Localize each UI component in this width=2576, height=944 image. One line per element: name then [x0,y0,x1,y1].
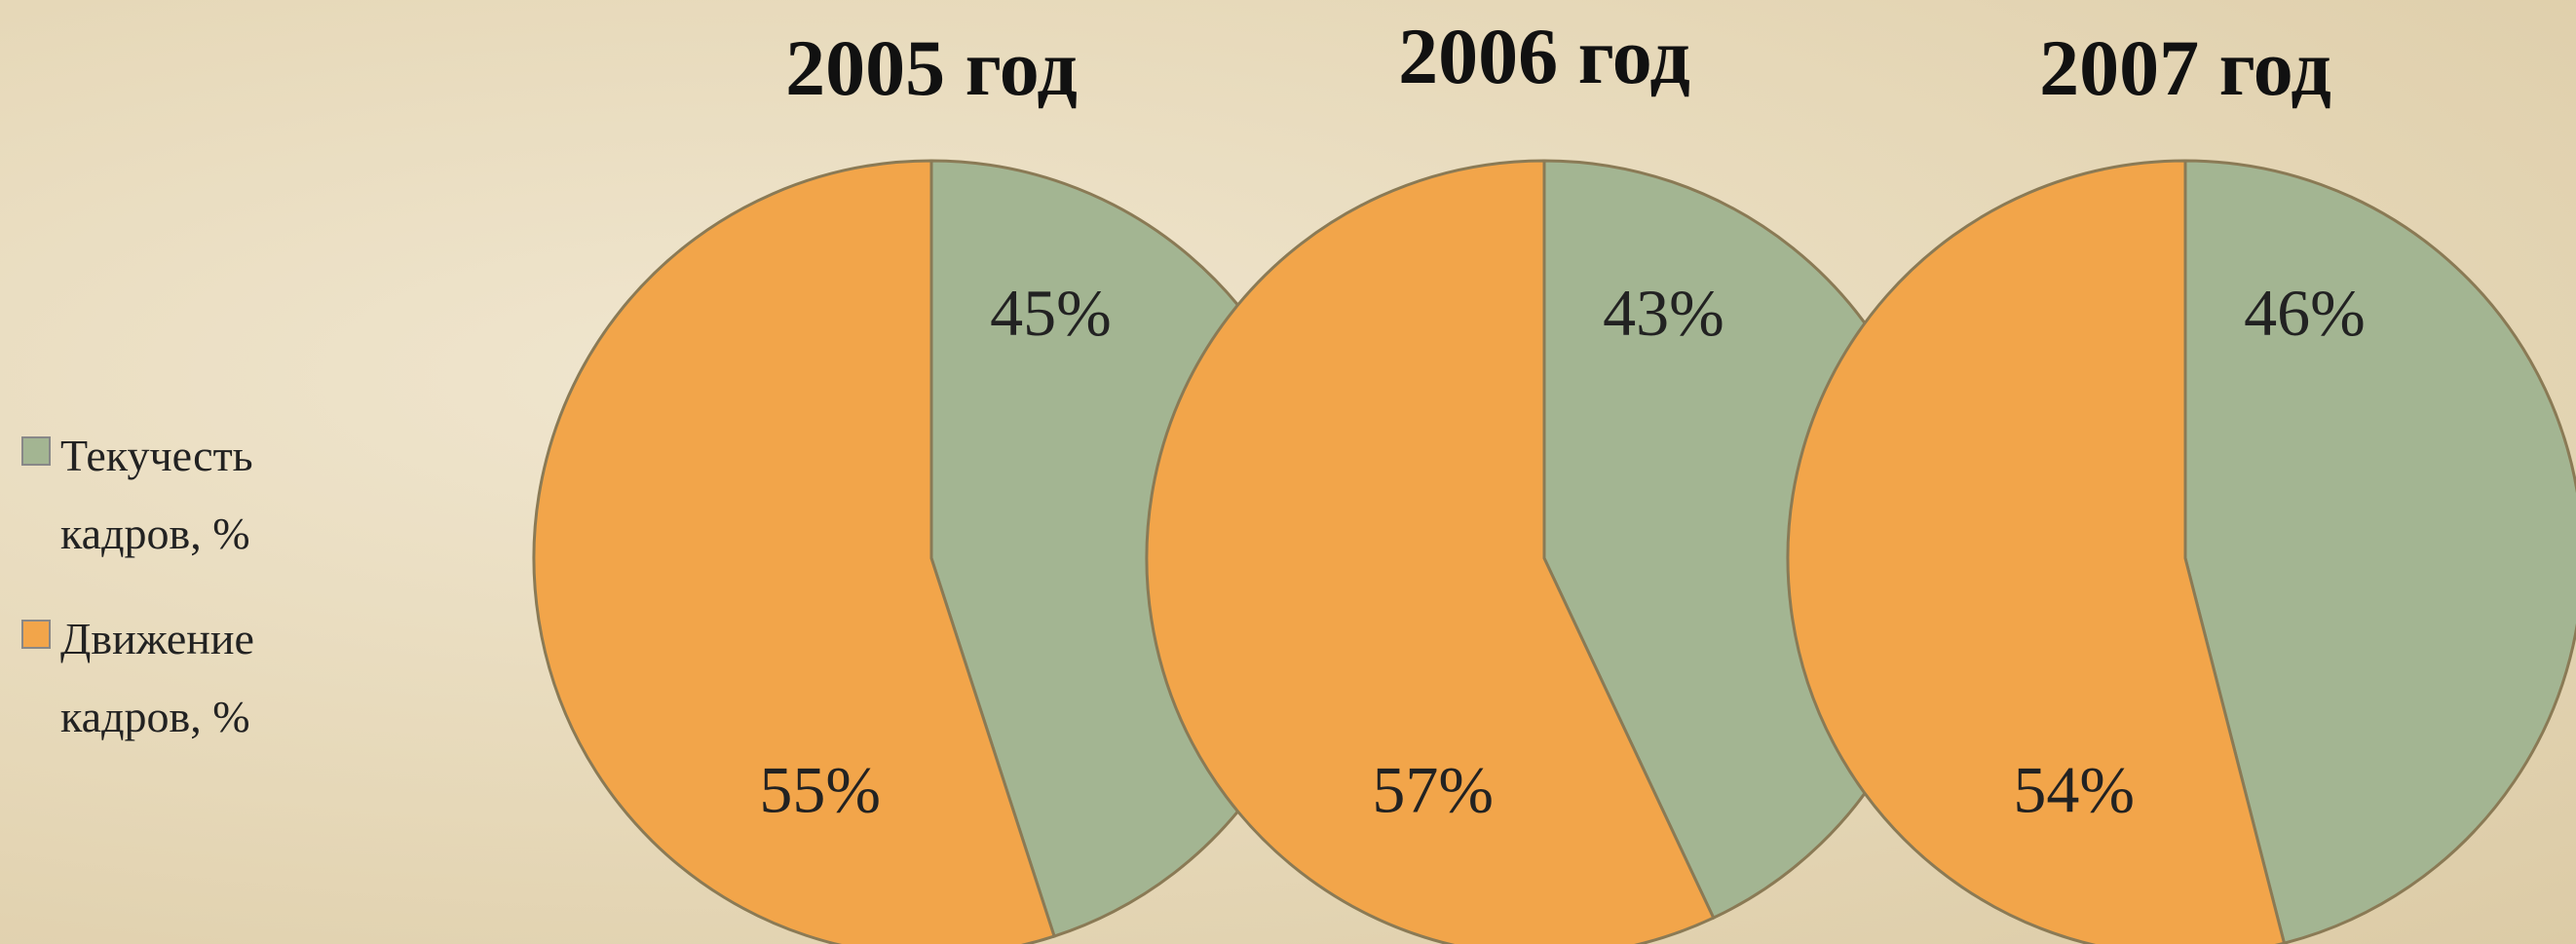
pie-slice [532,159,1056,944]
legend-label: Движение кадров, % [60,614,254,741]
data-label: 54% [2013,752,2135,826]
legend-swatch [21,620,51,649]
legend: Текучесть кадров, % Движение кадров, % [21,417,353,783]
pie-slice [1786,159,2287,944]
legend-item: Движение кадров, % [21,600,353,756]
data-label: 43% [1603,276,1724,350]
legend-item: Текучесть кадров, % [21,417,353,573]
data-label: 45% [990,276,1112,350]
chart-title: 2006 год [1398,12,1690,100]
chart-title: 2007 год [2039,23,2331,112]
legend-swatch [21,436,51,466]
data-label: 55% [759,752,881,826]
legend-label: Текучесть кадров, % [60,431,253,558]
chart-title: 2005 год [785,23,1078,112]
data-label: 57% [1372,752,1494,826]
data-label: 46% [2244,276,2366,350]
pie-slice [2183,159,2576,944]
pie-slice [1145,159,1716,944]
